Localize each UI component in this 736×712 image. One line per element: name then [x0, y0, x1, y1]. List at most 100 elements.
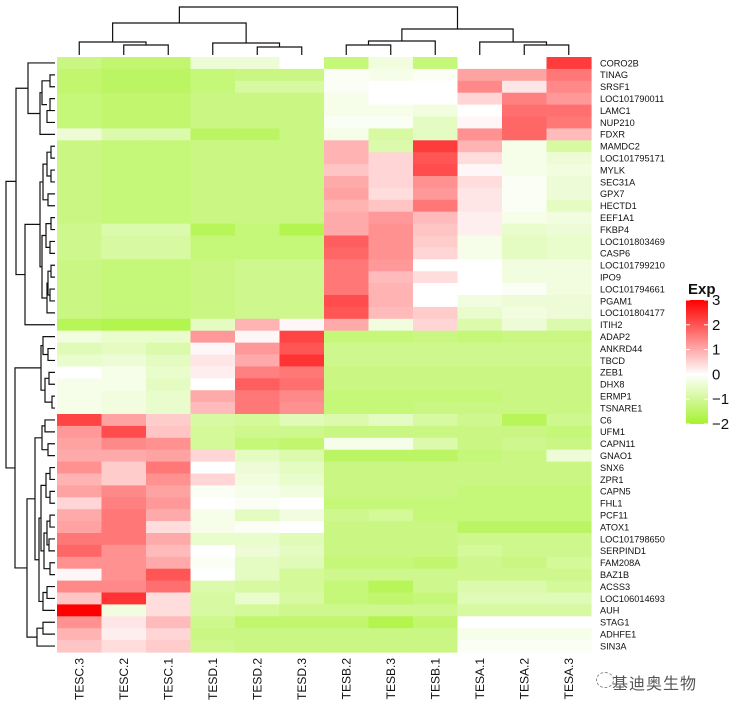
heatmap-cell	[502, 318, 548, 332]
heatmap-cell	[324, 211, 370, 225]
heatmap-cell	[101, 164, 147, 177]
heatmap-cell	[368, 152, 414, 165]
heatmap-cell	[502, 187, 548, 201]
row-label: NUP210	[600, 118, 635, 128]
heatmap-cell	[190, 247, 236, 260]
heatmap-cell	[546, 199, 592, 213]
heatmap-cell	[502, 485, 548, 498]
column-label: TESD.2	[250, 658, 264, 700]
heatmap-cell	[146, 176, 192, 189]
heatmap-cell	[368, 330, 414, 344]
heatmap-cell	[546, 211, 592, 225]
heatmap-cell	[413, 342, 459, 356]
dendrogram-branch	[212, 42, 281, 55]
heatmap-cell	[457, 556, 503, 570]
legend-tick-label: 2	[712, 317, 720, 334]
heatmap-cell	[279, 461, 325, 475]
heatmap-cell	[235, 640, 281, 653]
heatmap-cell	[368, 176, 414, 189]
heatmap-cell	[279, 378, 325, 391]
heatmap-cell	[502, 437, 548, 451]
heatmap-cell	[324, 330, 370, 344]
heatmap-cell	[279, 437, 325, 451]
heatmap-cell	[235, 271, 281, 284]
heatmap-cell	[457, 604, 503, 617]
heatmap-cell	[324, 485, 370, 498]
dendrogram-branch	[49, 240, 55, 254]
heatmap-cell	[101, 509, 147, 522]
heatmap-cell	[190, 437, 236, 451]
heatmap-cell	[101, 271, 147, 284]
heatmap-cell	[235, 187, 281, 201]
heatmap-cell	[190, 176, 236, 189]
heatmap-cell	[279, 199, 325, 213]
heatmap-cell	[279, 271, 325, 284]
column-label: TESD.3	[295, 658, 309, 700]
heatmap-cell	[368, 390, 414, 403]
heatmap-cell	[368, 199, 414, 213]
heatmap-cell	[57, 199, 103, 213]
heatmap-cell	[502, 378, 548, 391]
row-label: STAG1	[600, 618, 629, 628]
row-label: LOC101803469	[600, 237, 665, 247]
heatmap-cell	[457, 616, 503, 629]
heatmap-cell	[146, 187, 192, 201]
heatmap-cell	[502, 92, 548, 106]
heatmap-cell	[502, 295, 548, 308]
heatmap-cell	[368, 568, 414, 582]
heatmap-cell	[279, 235, 325, 248]
heatmap-cell	[413, 473, 459, 486]
heatmap-cell	[368, 318, 414, 332]
heatmap-cell	[368, 354, 414, 367]
heatmap-cell	[546, 164, 592, 177]
heatmap-cell	[279, 128, 325, 141]
row-label: ATOX1	[600, 522, 629, 532]
heatmap-cell	[457, 92, 503, 106]
row-label: LAMC1	[600, 106, 631, 116]
heatmap-cell	[368, 580, 414, 594]
heatmap-cell	[57, 616, 103, 629]
heatmap-cell	[190, 533, 236, 546]
heatmap-cell	[279, 628, 325, 641]
dendrogram-branch	[5, 180, 16, 469]
heatmap-cell	[101, 568, 147, 582]
heatmap-cell	[413, 402, 459, 415]
heatmap-cell	[368, 497, 414, 510]
heatmap-cell	[146, 556, 192, 570]
heatmap-cell	[324, 568, 370, 582]
row-label: AUH	[600, 606, 619, 616]
heatmap-cell	[101, 390, 147, 403]
heatmap-cell	[457, 342, 503, 356]
dendrogram-branch	[112, 22, 247, 43]
heatmap-cell	[279, 402, 325, 415]
heatmap-cell	[546, 437, 592, 451]
heatmap-cell	[324, 223, 370, 237]
heatmap-cell	[57, 306, 103, 320]
heatmap-cell	[190, 342, 236, 356]
heatmap-cell	[413, 390, 459, 403]
heatmap-cell	[101, 449, 147, 463]
dendrogram-branch	[42, 336, 55, 356]
heatmap-cell	[368, 68, 414, 82]
heatmap-cell	[413, 604, 459, 617]
heatmap-cell	[324, 580, 370, 594]
heatmap-cell	[457, 533, 503, 546]
heatmap-cell	[146, 330, 192, 344]
column-label: TESB.1	[428, 658, 442, 700]
heatmap-cell	[57, 211, 103, 225]
dendrogram-branch	[49, 74, 55, 88]
heatmap-cell	[457, 164, 503, 177]
heatmap-cell	[190, 235, 236, 248]
heatmap-cell	[324, 342, 370, 356]
heatmap-cell	[502, 68, 548, 82]
heatmap-cell	[324, 437, 370, 451]
row-label: MYLK	[600, 165, 626, 175]
heatmap-cell	[235, 497, 281, 510]
heatmap-cell	[190, 604, 236, 617]
heatmap-cell	[146, 628, 192, 641]
heatmap-cell	[413, 283, 459, 296]
dendrogram-branch	[50, 264, 55, 278]
heatmap-cell	[235, 521, 281, 534]
heatmap-cell	[368, 235, 414, 248]
heatmap-cell	[457, 521, 503, 534]
